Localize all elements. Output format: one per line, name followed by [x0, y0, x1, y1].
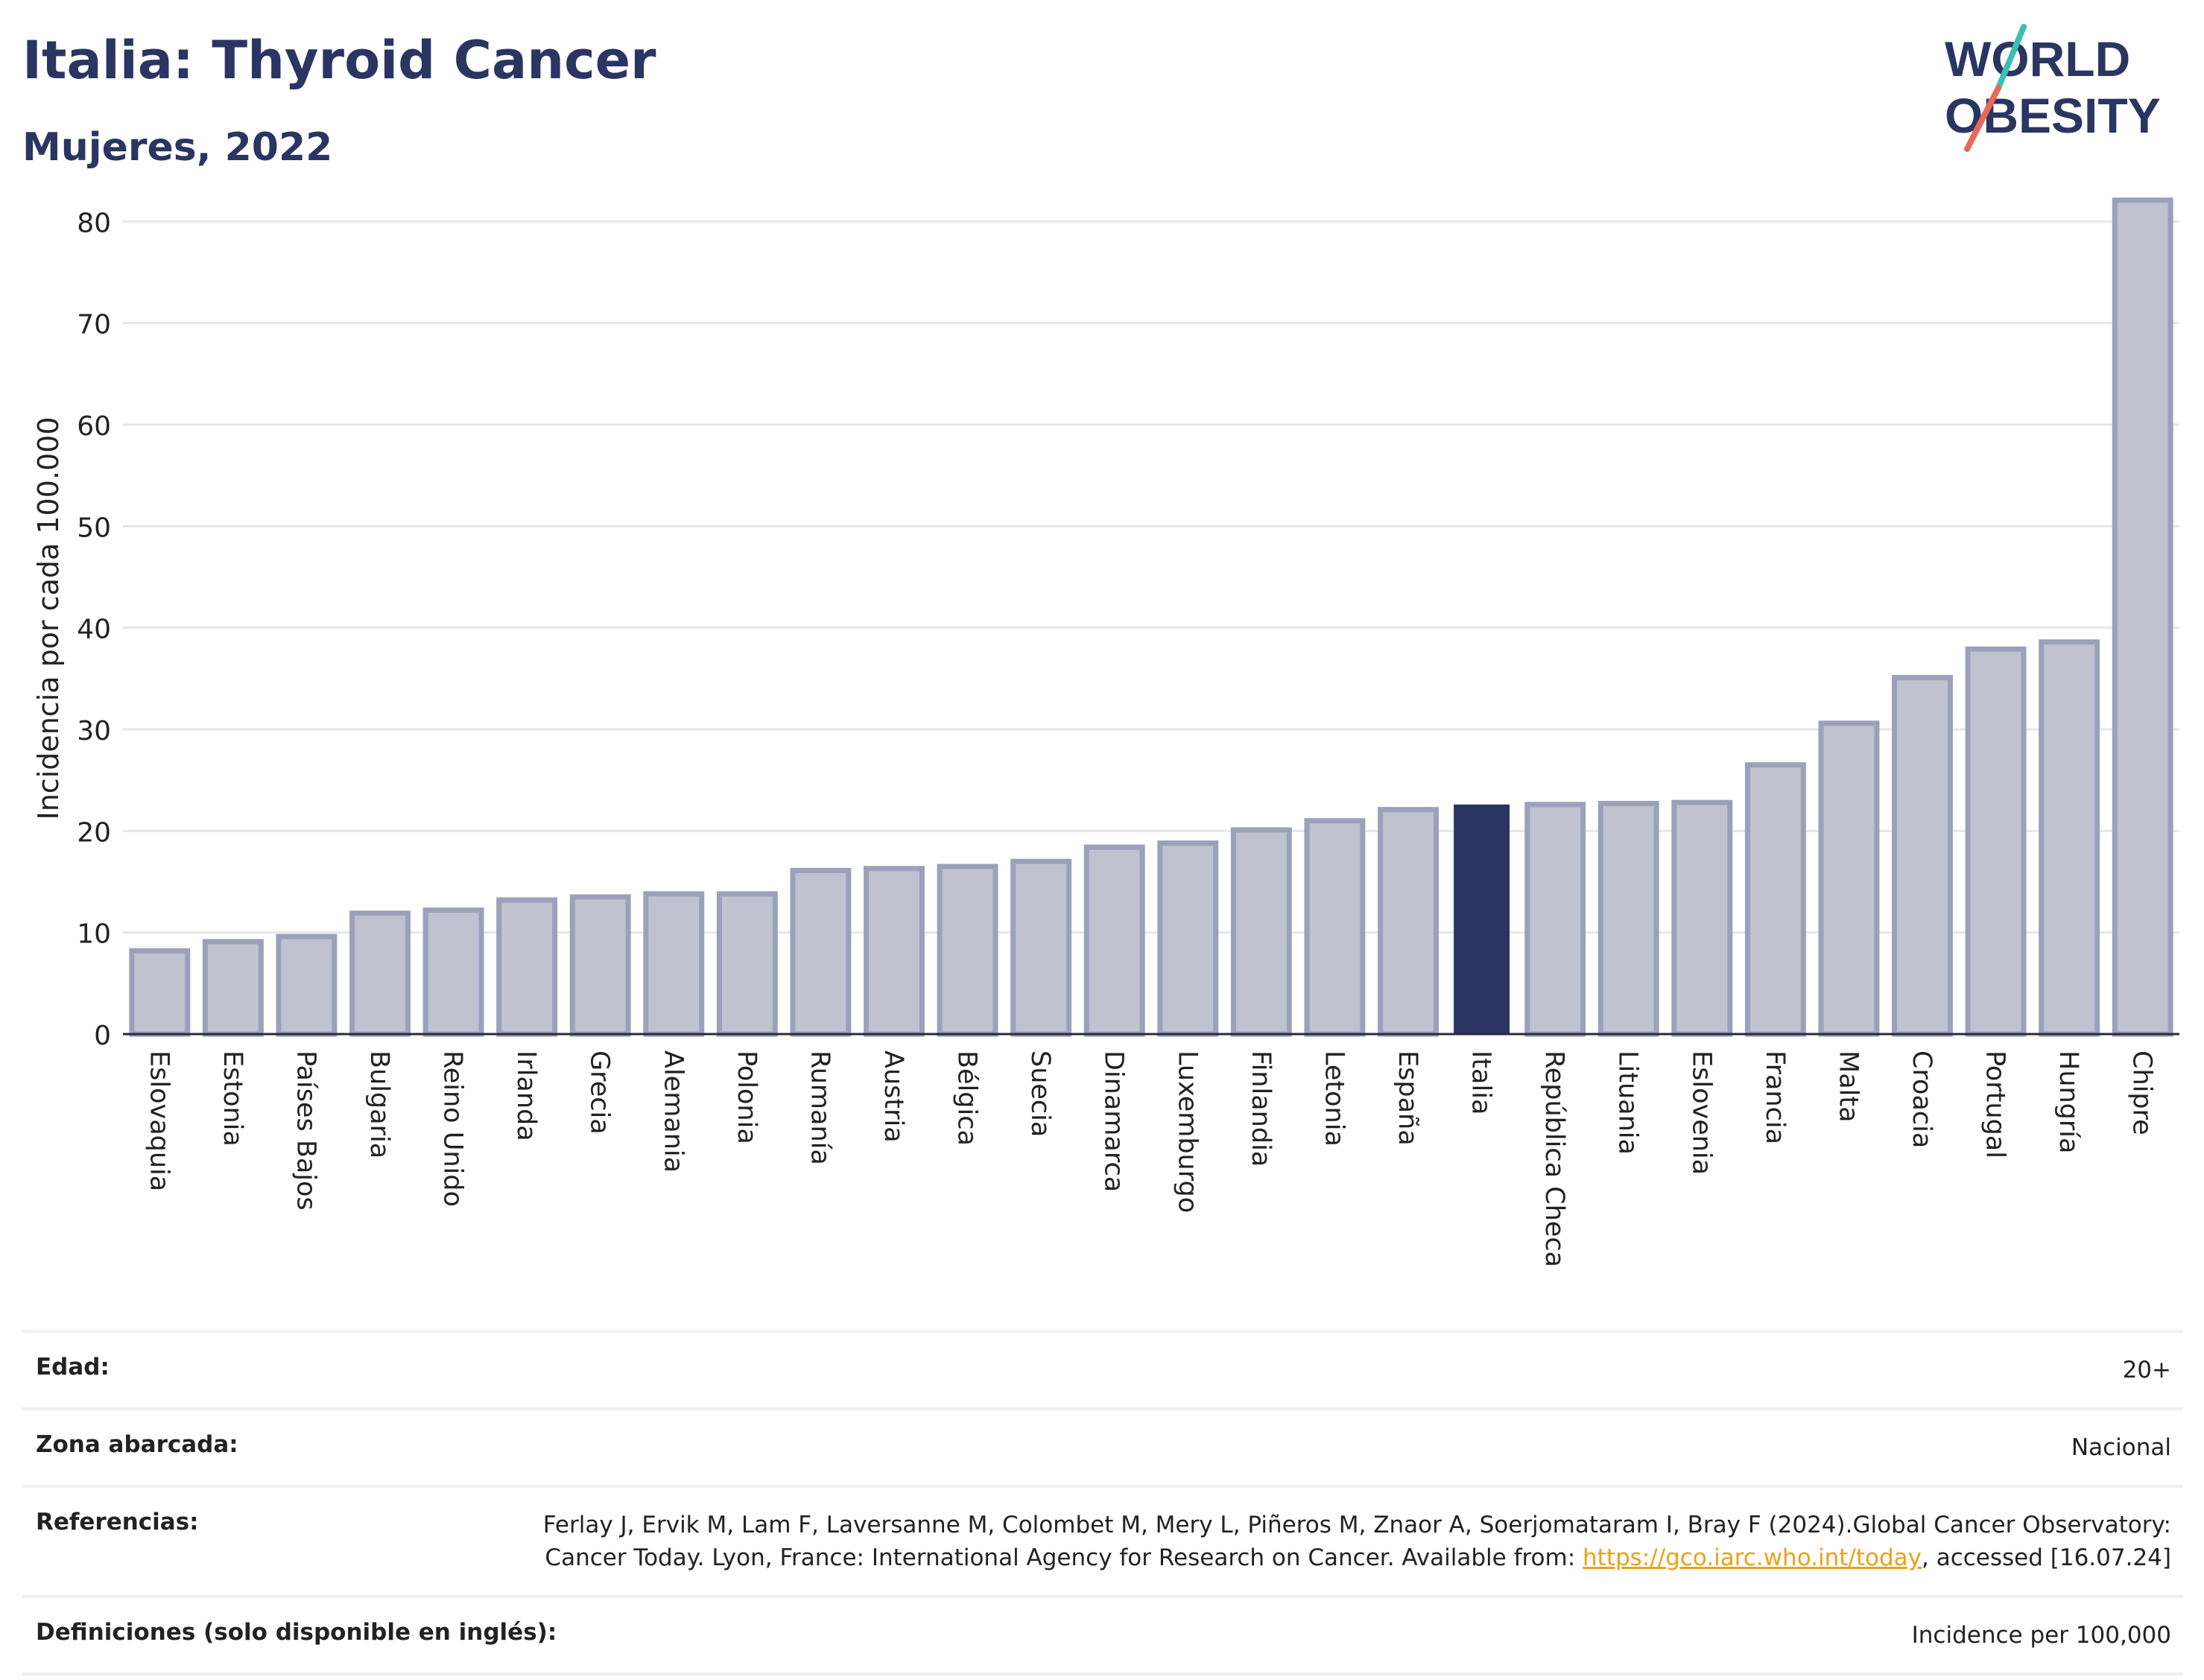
- bar-dinamarca[interactable]: [1083, 844, 1145, 1037]
- metadata-table: Edad: 20+ Zona abarcada: Nacional Refere…: [22, 1330, 2183, 1676]
- meta-row-area: Zona abarcada: Nacional: [22, 1407, 2183, 1485]
- chart-title: Italia: Thyroid Cancer: [22, 30, 656, 91]
- x-tick-label: Italia: [1466, 1050, 1496, 1115]
- meta-value-age: 20+: [2122, 1357, 2171, 1383]
- bar-italia[interactable]: [1454, 804, 1510, 1034]
- x-tick-label: Suecia: [1025, 1050, 1055, 1137]
- x-tick-label: Países Bajos: [291, 1050, 320, 1211]
- bar-chart: 0 10 20 30 40 50 60 70 80 Eslovaquia Estonia Países…: [32, 197, 2179, 1267]
- bar-malta[interactable]: [1818, 720, 1880, 1037]
- x-tick-label: Letonia: [1319, 1050, 1349, 1147]
- meta-value-definitions: Incidence per 100,000: [1911, 1622, 2171, 1649]
- x-tick-label: Hungría: [2053, 1050, 2083, 1153]
- bar-alemania[interactable]: [643, 891, 705, 1037]
- bar-eslovenia[interactable]: [1671, 799, 1733, 1037]
- bar-b-lgica[interactable]: [937, 863, 998, 1037]
- x-tick-label: Eslovaquia: [144, 1050, 174, 1191]
- y-tick-label: 70: [77, 310, 111, 340]
- x-tick-label: Irlanda: [511, 1050, 541, 1141]
- logo-line1: WORLD: [1945, 31, 2130, 86]
- bar-ruman-a[interactable]: [790, 867, 852, 1037]
- x-tick-label: Chipre: [2127, 1050, 2157, 1135]
- x-tick-label: Rumanía: [805, 1050, 835, 1165]
- x-tick-label: Francia: [1760, 1050, 1790, 1144]
- bar-rep-blica-checa[interactable]: [1524, 802, 1586, 1037]
- bar-francia[interactable]: [1744, 762, 1806, 1037]
- bar-grecia[interactable]: [569, 894, 631, 1037]
- meta-label-references: Referencias:: [36, 1509, 199, 1535]
- x-tick-label: Finlandia: [1246, 1050, 1276, 1167]
- x-tick-label: Reino Unido: [438, 1050, 468, 1207]
- bar-estonia[interactable]: [202, 939, 264, 1037]
- y-tick-label: 0: [94, 1021, 111, 1051]
- x-tick-label: Dinamarca: [1099, 1050, 1129, 1192]
- bar-finlandia[interactable]: [1230, 827, 1292, 1037]
- bar-lituania[interactable]: [1597, 801, 1659, 1037]
- x-tick-label: Malta: [1833, 1050, 1863, 1123]
- x-tick-label: España: [1393, 1050, 1422, 1146]
- bar-reino-unido[interactable]: [422, 907, 484, 1037]
- reference-accessed: , accessed [16.07.24]: [1921, 1544, 2171, 1571]
- y-tick-label: 60: [77, 411, 111, 442]
- reference-text: Ferlay J, Ervik M, Lam F, Laversanne M, …: [542, 1512, 2171, 1571]
- bar-polonia[interactable]: [716, 891, 778, 1037]
- x-tick-label: Portugal: [1980, 1050, 2010, 1158]
- x-tick-label: Bélgica: [952, 1050, 982, 1146]
- bar-espa-a[interactable]: [1378, 807, 1439, 1037]
- y-tick-label: 30: [77, 716, 111, 747]
- x-tick-label: Austria: [878, 1050, 908, 1143]
- x-tick-label: Grecia: [585, 1050, 615, 1135]
- x-tick-label: Croacia: [1907, 1050, 1937, 1148]
- x-tick-label: Lituania: [1613, 1050, 1643, 1155]
- bar-letonia[interactable]: [1304, 818, 1366, 1037]
- meta-row-references: Referencias: Ferlay J, Ervik M, Lam F, L…: [22, 1485, 2183, 1595]
- x-tick-label: Estonia: [218, 1050, 247, 1147]
- bar-suecia[interactable]: [1010, 858, 1072, 1037]
- x-tick-label: República Checa: [1539, 1050, 1569, 1267]
- meta-value-area: Nacional: [2071, 1434, 2171, 1461]
- x-tick-label: Bulgaria: [364, 1050, 394, 1158]
- bar-portugal[interactable]: [1965, 646, 2027, 1037]
- bar-luxemburgo[interactable]: [1157, 840, 1219, 1037]
- x-tick-label: Luxemburgo: [1172, 1050, 1202, 1213]
- y-tick-label: 20: [77, 817, 111, 848]
- bar-austria[interactable]: [864, 866, 925, 1037]
- bar-bulgaria[interactable]: [349, 910, 411, 1037]
- y-tick-label: 50: [77, 513, 111, 543]
- y-axis-label: Incidencia por cada 100.000: [32, 416, 65, 820]
- y-tick-label: 40: [77, 615, 111, 645]
- meta-row-definitions: Definiciones (solo disponible en inglés)…: [22, 1595, 2183, 1676]
- bar-eslovaquia[interactable]: [129, 948, 191, 1037]
- meta-label-definitions: Definiciones (solo disponible en inglés)…: [36, 1619, 557, 1646]
- bar-pa-ses-bajos[interactable]: [276, 933, 338, 1037]
- world-obesity-logo: WORLD OBESITY: [1945, 24, 2161, 152]
- x-tick-label: Alemania: [658, 1050, 688, 1173]
- y-tick-label: 10: [77, 919, 111, 950]
- bar-chipre[interactable]: [2112, 197, 2173, 1037]
- chart-subtitle: Mujeres, 2022: [22, 125, 333, 170]
- bars: [129, 197, 2173, 1037]
- bar-irlanda[interactable]: [496, 897, 558, 1037]
- meta-label-age: Edad:: [36, 1354, 110, 1381]
- reference-link[interactable]: https://gco.iarc.who.int/today: [1583, 1544, 1922, 1571]
- meta-row-age: Edad: 20+: [22, 1330, 2183, 1407]
- y-tick-label: 80: [77, 208, 111, 238]
- bar-croacia[interactable]: [1892, 674, 1953, 1037]
- bar-hungr-a[interactable]: [2039, 639, 2100, 1037]
- meta-value-references: Ferlay J, Ervik M, Lam F, Laversanne M, …: [457, 1509, 2171, 1574]
- x-tick-label: Polonia: [732, 1050, 761, 1144]
- logo-line2: OBESITY: [1945, 88, 2161, 143]
- x-tick-label: Eslovenia: [1686, 1050, 1716, 1175]
- meta-label-area: Zona abarcada:: [36, 1431, 238, 1458]
- axes: 0 10 20 30 40 50 60 70 80 Eslovaquia Estonia Países…: [77, 208, 2179, 1267]
